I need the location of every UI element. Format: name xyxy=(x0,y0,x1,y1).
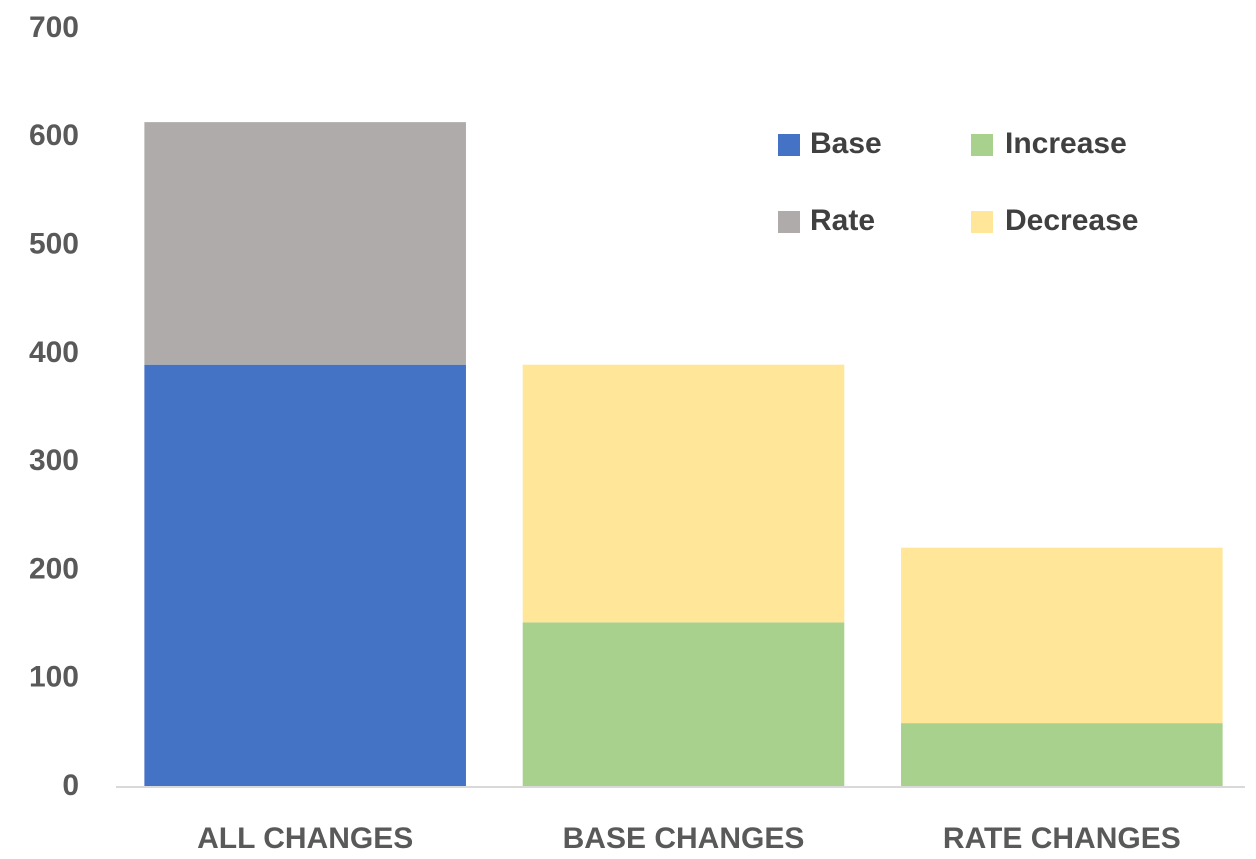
bar-segment xyxy=(522,622,845,787)
legend-label: Increase xyxy=(1005,127,1127,160)
y-tick-label: 400 xyxy=(29,336,79,369)
bar-segment xyxy=(144,364,466,787)
x-tick-label: RATE CHANGES xyxy=(943,822,1181,855)
y-tick-label: 200 xyxy=(29,552,79,585)
y-tick-label: 300 xyxy=(29,444,79,477)
bar-segment xyxy=(901,547,1223,724)
legend-label: Decrease xyxy=(1005,204,1138,237)
y-tick-label: 600 xyxy=(29,119,79,152)
x-tick-label: ALL CHANGES xyxy=(197,822,413,855)
bar-segment xyxy=(522,364,845,623)
legend-swatch xyxy=(971,134,993,156)
legend-swatch xyxy=(778,134,800,156)
legend-label: Base xyxy=(810,127,882,160)
y-tick-label: 0 xyxy=(62,769,79,802)
legend-label: Rate xyxy=(810,204,875,237)
bar-segment xyxy=(901,723,1223,787)
legend-swatch xyxy=(778,211,800,233)
legend-swatch xyxy=(971,211,993,233)
bar-segment xyxy=(144,122,466,365)
x-tick-label: BASE CHANGES xyxy=(563,822,805,855)
y-tick-label: 100 xyxy=(29,661,79,694)
y-tick-label: 500 xyxy=(29,227,79,260)
y-tick-label: 700 xyxy=(29,11,79,44)
